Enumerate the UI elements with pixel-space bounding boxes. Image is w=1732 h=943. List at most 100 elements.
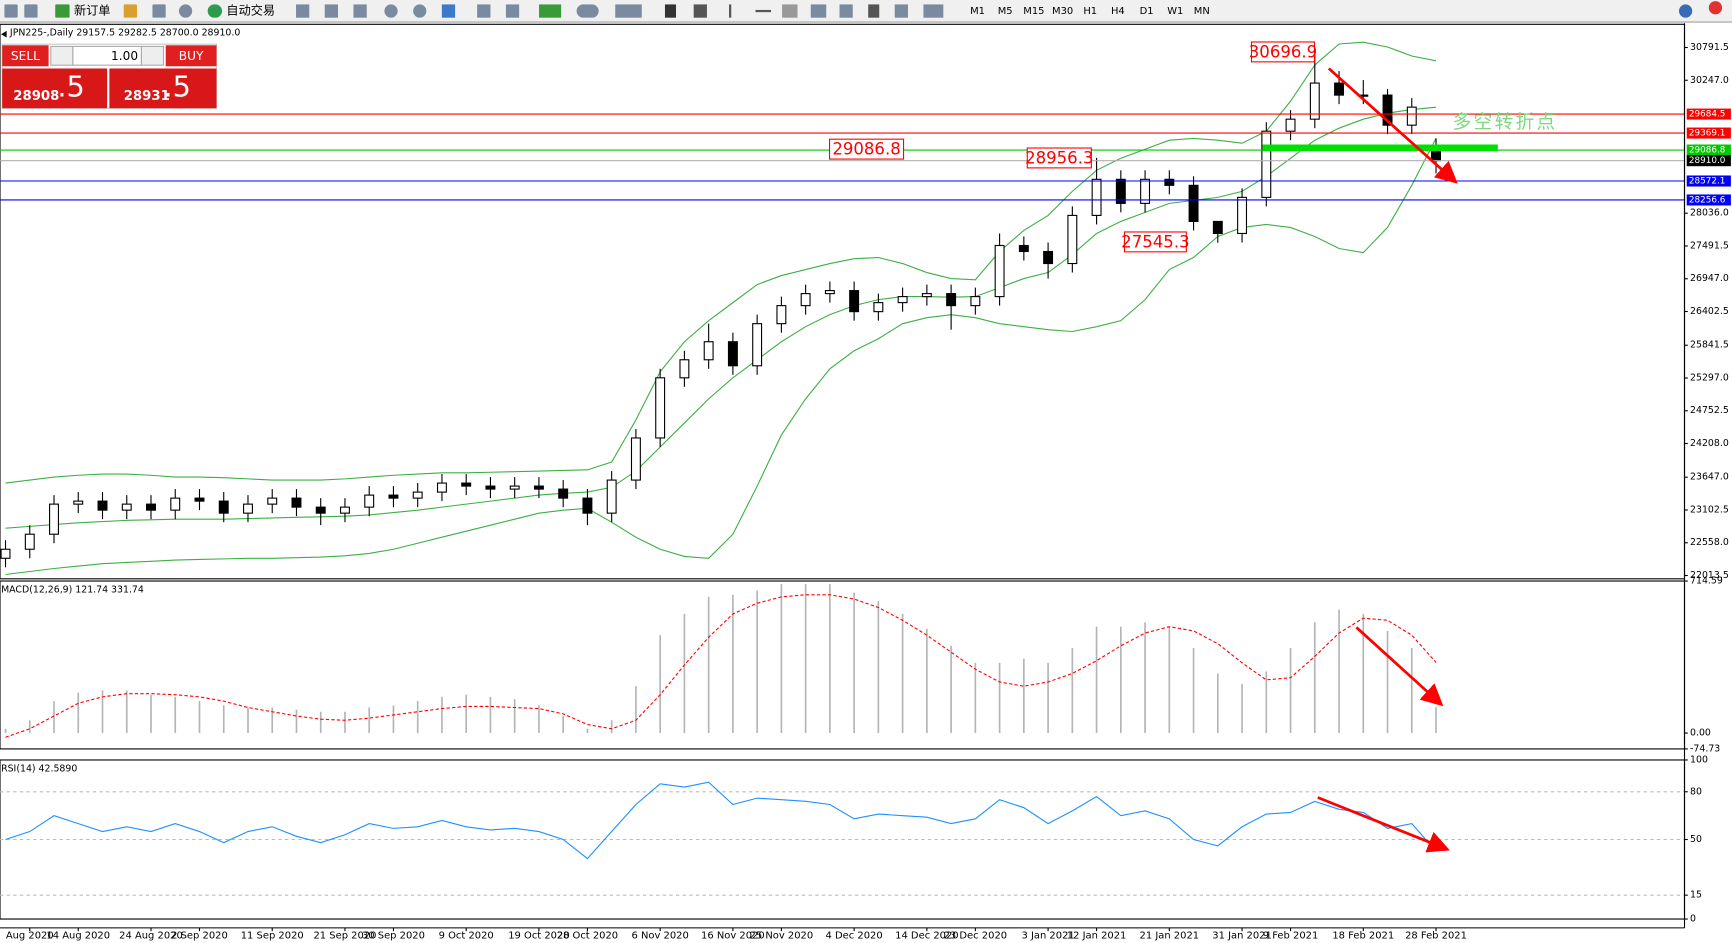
icon[interactable] xyxy=(4,4,18,18)
icon[interactable] xyxy=(894,4,908,18)
annotation-box xyxy=(1026,147,1092,169)
icon[interactable] xyxy=(296,4,310,18)
x-tick-label: 4 Dec 2020 xyxy=(826,931,883,942)
candle-body xyxy=(703,341,714,361)
x-tick-label: 6 Nov 2020 xyxy=(631,931,688,942)
candle-body xyxy=(1261,130,1272,198)
buy-label[interactable]: BUY xyxy=(179,49,204,63)
icon[interactable] xyxy=(868,4,880,18)
icon[interactable] xyxy=(152,4,166,18)
sell-price-box[interactable] xyxy=(2,68,108,109)
y-tick-label: 22013.5 xyxy=(1690,570,1729,581)
level-label: 28256.6 xyxy=(1689,195,1726,205)
icon[interactable] xyxy=(615,4,642,18)
level-label: 29086.8 xyxy=(1689,146,1726,156)
y-tick-label: 25297.0 xyxy=(1690,372,1729,383)
candle-body xyxy=(1043,250,1054,265)
signal-line xyxy=(5,594,1437,738)
volume-spinner[interactable] xyxy=(50,45,74,66)
candle-body xyxy=(1237,196,1248,235)
level-box xyxy=(1686,108,1731,120)
timeframe-button[interactable]: M1 xyxy=(970,6,985,17)
icon[interactable] xyxy=(24,4,38,18)
indicator-title: MACD(12,26,9) 121.74 331.74 xyxy=(1,584,144,595)
arrow xyxy=(1317,796,1450,853)
timeframe-button[interactable]: MN xyxy=(1194,6,1210,17)
y-tick-label: 50 xyxy=(1690,834,1702,845)
sell-label[interactable]: SELL xyxy=(11,49,40,63)
timeframe-button[interactable]: W1 xyxy=(1167,6,1183,17)
candle-body xyxy=(679,359,690,379)
volume-spinner[interactable] xyxy=(140,45,165,66)
icon[interactable] xyxy=(413,4,427,18)
icon[interactable] xyxy=(755,9,772,13)
candle-body xyxy=(218,500,229,514)
icon[interactable] xyxy=(123,4,137,18)
icon[interactable] xyxy=(207,4,223,18)
y-tick-label: 26947.0 xyxy=(1690,273,1729,284)
icon[interactable] xyxy=(839,4,853,18)
y-tick-label: 0 xyxy=(1690,914,1696,925)
icon[interactable] xyxy=(782,4,798,18)
icon[interactable] xyxy=(576,4,599,18)
timeframe-button[interactable]: H4 xyxy=(1111,6,1125,17)
level-box xyxy=(1686,194,1731,206)
icon[interactable] xyxy=(178,4,193,18)
candle-body xyxy=(849,290,860,313)
icon[interactable] xyxy=(441,4,456,18)
x-tick-label: 28 Oct 2020 xyxy=(557,931,618,942)
timeframe-button[interactable]: M5 xyxy=(998,6,1013,17)
candle-body xyxy=(752,323,763,367)
icon[interactable] xyxy=(923,4,944,18)
candle-body xyxy=(194,497,205,502)
candle-body xyxy=(655,377,666,439)
icon[interactable] xyxy=(729,4,732,18)
candle-body xyxy=(970,296,981,307)
buy-price[interactable]: 28931 xyxy=(124,89,170,104)
timeframe-button[interactable]: H1 xyxy=(1083,6,1097,17)
buy-button[interactable] xyxy=(165,45,217,67)
icon[interactable] xyxy=(353,4,367,18)
volume-value[interactable]: 1.00 xyxy=(111,49,138,63)
icon[interactable] xyxy=(384,4,398,18)
annotation: 30696.9 xyxy=(1249,43,1317,62)
icon[interactable] xyxy=(1678,4,1693,18)
annotation-box xyxy=(1250,41,1316,63)
timeframe-button[interactable]: M30 xyxy=(1052,6,1073,17)
sell-pips[interactable]: .5 xyxy=(57,69,84,103)
icon[interactable] xyxy=(539,4,562,18)
candle-body xyxy=(267,497,278,505)
candle-body xyxy=(1334,82,1345,96)
x-tick-label: 31 Jan 2021 xyxy=(1212,931,1272,942)
candle-body xyxy=(1406,106,1417,126)
candle-body xyxy=(97,500,108,511)
toolbar-label[interactable]: 新订单 xyxy=(74,3,110,18)
icon[interactable] xyxy=(477,4,491,18)
sell-button[interactable] xyxy=(2,45,49,67)
notification[interactable] xyxy=(1708,1,1723,15)
y-tick-label: 25841.5 xyxy=(1690,340,1729,351)
x-tick-label: 23 Dec 2020 xyxy=(944,931,1007,942)
timeframe-button[interactable]: M15 xyxy=(1023,6,1044,17)
x-tick-label: 12 Jan 2021 xyxy=(1067,931,1127,942)
level-label: 28572.1 xyxy=(1689,176,1726,186)
buy-price-box[interactable] xyxy=(109,68,217,109)
buy-pips[interactable]: .5 xyxy=(163,69,190,103)
candle-body xyxy=(897,296,908,304)
icon[interactable] xyxy=(505,4,520,18)
chart-layer: 30791.5 30247.0 28036.0 27491.5 26947.0 26402… xyxy=(0,23,1731,942)
icon[interactable] xyxy=(55,4,70,18)
icon[interactable] xyxy=(693,4,707,18)
icon[interactable] xyxy=(810,4,827,18)
toolbar-label[interactable]: 自动交易 xyxy=(226,3,275,18)
icon[interactable] xyxy=(324,4,339,18)
candle-body xyxy=(461,482,472,487)
arrow xyxy=(1327,67,1458,184)
title-marker xyxy=(1,30,7,38)
icon[interactable] xyxy=(664,4,677,18)
candle-body xyxy=(1285,118,1296,132)
timeframe-button[interactable]: D1 xyxy=(1140,6,1154,17)
sell-price[interactable]: 28908 xyxy=(13,89,59,104)
level-label: 29684.5 xyxy=(1689,110,1726,120)
